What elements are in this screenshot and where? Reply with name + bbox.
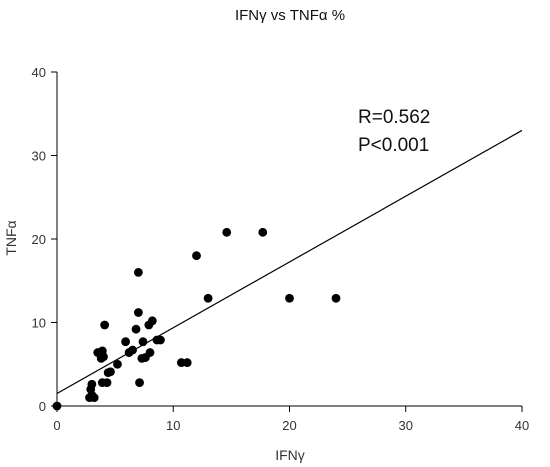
data-point bbox=[203, 293, 213, 303]
data-point bbox=[87, 379, 97, 389]
data-point bbox=[102, 378, 112, 388]
y-tick-label: 30 bbox=[32, 149, 46, 164]
data-point bbox=[182, 358, 192, 367]
data-point bbox=[106, 367, 115, 377]
y-tick-label: 20 bbox=[32, 232, 46, 247]
data-point bbox=[135, 378, 144, 388]
x-tick-label: 30 bbox=[399, 418, 413, 433]
data-point bbox=[99, 352, 108, 362]
p-value-label: P<0.001 bbox=[358, 135, 429, 156]
data-point bbox=[285, 293, 294, 303]
y-ticks: 0 10 20 30 40 bbox=[32, 65, 57, 414]
x-tick-label: 10 bbox=[166, 418, 180, 433]
data-point bbox=[100, 320, 110, 330]
data-point bbox=[121, 337, 130, 347]
x-tick-label: 20 bbox=[282, 418, 296, 433]
data-point bbox=[131, 324, 141, 334]
y-tick-label: 10 bbox=[32, 316, 46, 331]
data-point bbox=[113, 359, 122, 369]
y-axis-title: TNFα bbox=[3, 220, 19, 255]
chart-title: IFNγ vs TNFα % bbox=[235, 7, 345, 24]
data-point bbox=[138, 337, 148, 347]
data-point bbox=[128, 345, 137, 355]
x-ticks: 0 10 20 30 40 bbox=[53, 406, 529, 433]
correlation-r-label: R=0.562 bbox=[358, 107, 430, 128]
data-point bbox=[89, 393, 99, 403]
data-point bbox=[156, 335, 165, 345]
data-point bbox=[147, 316, 157, 326]
data-point bbox=[133, 308, 143, 317]
x-tick-label: 40 bbox=[515, 418, 529, 433]
data-point bbox=[331, 293, 341, 303]
x-tick-label: 0 bbox=[53, 418, 60, 433]
y-tick-label: 0 bbox=[39, 399, 46, 414]
data-point bbox=[133, 268, 143, 277]
data-point bbox=[192, 251, 201, 261]
data-points bbox=[52, 227, 341, 411]
y-tick-label: 40 bbox=[32, 65, 46, 80]
data-point bbox=[52, 401, 62, 411]
data-point bbox=[145, 348, 155, 357]
x-axis-title: IFNγ bbox=[275, 447, 305, 463]
data-point bbox=[258, 227, 268, 237]
data-point bbox=[222, 227, 232, 237]
